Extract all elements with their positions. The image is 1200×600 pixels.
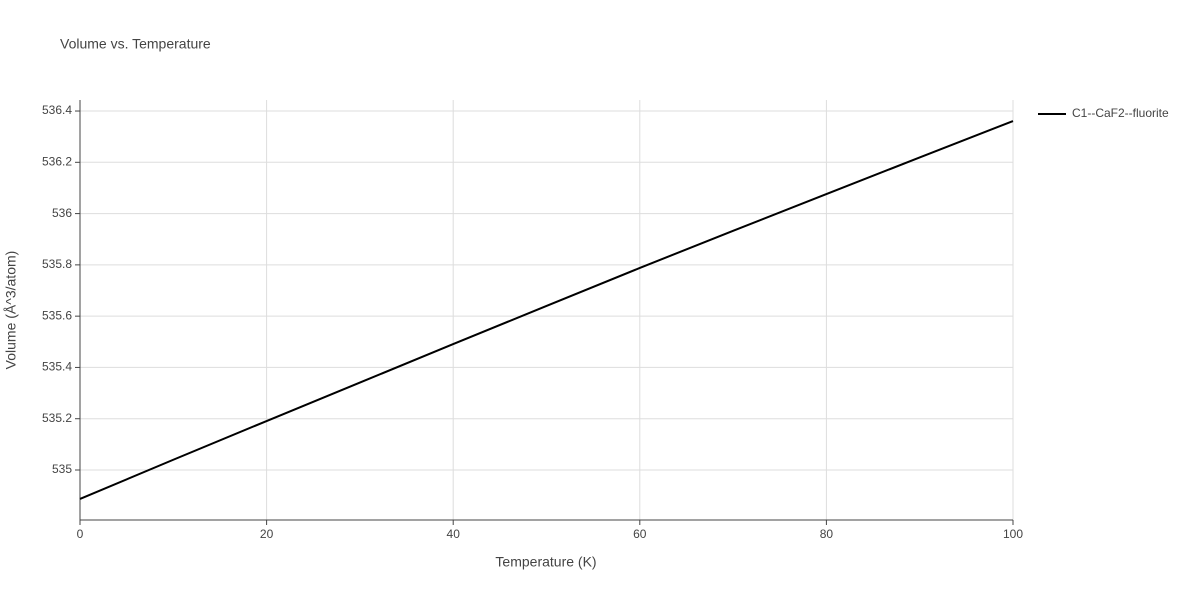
y-tick-label: 535.6 [42, 308, 72, 322]
x-tick-label: 60 [633, 527, 647, 541]
x-tick-label: 20 [260, 527, 274, 541]
data-line [79, 120, 1014, 500]
y-tick-label: 535.2 [42, 411, 72, 425]
legend-label: C1--CaF2--fluorite [1072, 106, 1169, 120]
y-tick-label: 536.2 [42, 154, 72, 168]
x-axis-title: Temperature (K) [495, 554, 596, 570]
y-tick-label: 536.4 [42, 103, 72, 117]
y-tick-label: 536 [52, 206, 72, 220]
chart-title: Volume vs. Temperature [60, 36, 211, 52]
x-tick-label: 100 [1003, 527, 1023, 541]
y-tick-label: 535.4 [42, 360, 72, 374]
y-tick-label: 535.8 [42, 257, 72, 271]
x-tick-label: 0 [77, 527, 84, 541]
x-tick-label: 80 [820, 527, 834, 541]
y-tick-label: 535 [52, 462, 72, 476]
y-axis-title: Volume (Å^3/atom) [3, 251, 19, 370]
x-tick-label: 40 [447, 527, 461, 541]
